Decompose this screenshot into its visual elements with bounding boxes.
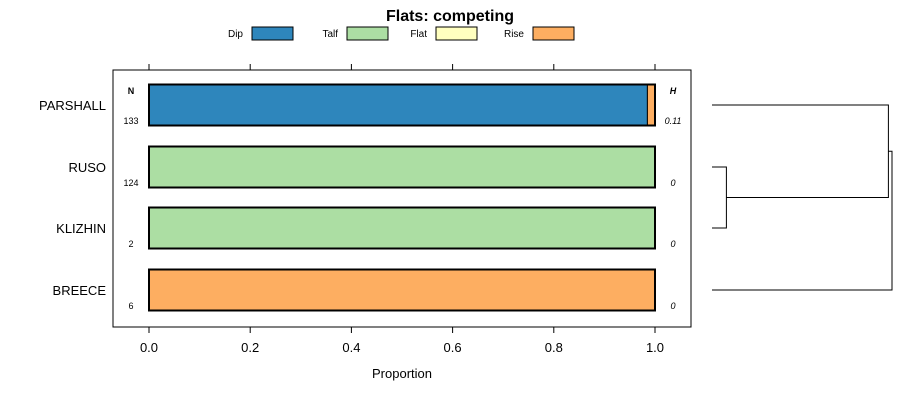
legend-label-dip: Dip bbox=[228, 29, 243, 40]
n-value: 2 bbox=[128, 239, 133, 249]
dendrogram bbox=[712, 104, 893, 291]
h-labels: H 0.11 0 0 0 bbox=[665, 86, 682, 311]
category-label-ruso: RUSO bbox=[68, 160, 106, 175]
legend-swatch-talf bbox=[346, 26, 389, 41]
h-value: 0 bbox=[670, 178, 675, 188]
h-value: 0 bbox=[670, 239, 675, 249]
bar-outline-parshall bbox=[148, 83, 656, 127]
x-tick-label: 0.8 bbox=[545, 340, 563, 355]
bar-outline-breece bbox=[148, 268, 656, 312]
n-header: N bbox=[128, 86, 135, 96]
legend-swatch-flat bbox=[435, 26, 478, 41]
legend-swatch-dip bbox=[251, 26, 294, 41]
legend: Dip Talf Flat Rise bbox=[228, 26, 575, 41]
bar-parshall-dip bbox=[148, 84, 648, 126]
n-labels: N 133 124 2 6 bbox=[123, 86, 138, 311]
n-value: 133 bbox=[123, 116, 138, 126]
bar-ruso-talf bbox=[148, 146, 656, 188]
dendrogram-branch bbox=[712, 104, 889, 198]
n-value: 6 bbox=[128, 301, 133, 311]
h-value: 0.11 bbox=[665, 116, 682, 126]
axes: 0.0 0.2 0.4 0.6 0.8 1.0 bbox=[140, 64, 664, 355]
legend-label-talf: Talf bbox=[322, 29, 338, 40]
x-tick-label: 0.6 bbox=[444, 340, 462, 355]
x-axis-label: Proportion bbox=[372, 366, 432, 381]
n-value: 124 bbox=[123, 178, 138, 188]
h-header: H bbox=[670, 86, 677, 96]
bar-outline-klizhin bbox=[148, 206, 656, 250]
dendrogram-branch bbox=[712, 150, 893, 291]
x-tick-label: 1.0 bbox=[646, 340, 664, 355]
bar-klizhin-talf bbox=[148, 207, 656, 249]
h-value: 0 bbox=[670, 301, 675, 311]
x-tick-label: 0.0 bbox=[140, 340, 158, 355]
plot-frame bbox=[112, 69, 692, 328]
category-label-klizhin: KLIZHIN bbox=[56, 221, 106, 236]
legend-label-rise: Rise bbox=[504, 29, 524, 40]
legend-label-flat: Flat bbox=[410, 29, 427, 40]
category-labels: PARSHALL RUSO KLIZHIN BREECE bbox=[39, 98, 106, 298]
x-tick-label: 0.2 bbox=[241, 340, 259, 355]
category-label-breece: BREECE bbox=[53, 283, 107, 298]
dendrogram-branch bbox=[712, 166, 727, 229]
chart-title: Flats: competing bbox=[386, 8, 514, 25]
legend-swatch-rise bbox=[532, 26, 575, 41]
category-label-parshall: PARSHALL bbox=[39, 98, 106, 113]
bar-breece-rise bbox=[148, 269, 656, 311]
bar-outline-ruso bbox=[148, 145, 656, 189]
bars bbox=[148, 83, 656, 312]
x-tick-label: 0.4 bbox=[342, 340, 360, 355]
bar-parshall-rise bbox=[646, 84, 656, 126]
